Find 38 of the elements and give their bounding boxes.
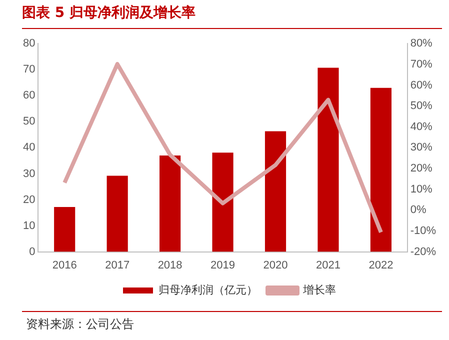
legend-label: 增长率 — [302, 284, 336, 297]
y2-tick-label: -20% — [410, 246, 436, 258]
y2-tick-label: 60% — [410, 79, 433, 92]
y-tick-label: 0 — [29, 246, 36, 258]
y-tick-label: 60 — [22, 90, 36, 102]
y-tick-label: 70 — [22, 64, 36, 76]
bar — [264, 131, 286, 252]
y2-tick-label: 70% — [410, 58, 433, 70]
chart-title: 图表 5 归母净利润及增长率 — [22, 4, 196, 22]
y-tick-label: 30 — [22, 168, 36, 180]
y2-tick-label: 40% — [410, 120, 433, 133]
y2-tick-label: 30% — [410, 142, 433, 154]
bar — [106, 176, 128, 252]
legend-label: 归母净利润（亿元） — [158, 284, 258, 297]
x-tick-label: 2021 — [316, 259, 340, 272]
x-tick-label: 2019 — [210, 259, 236, 272]
x-tick-label: 2018 — [158, 259, 182, 272]
y2-tick-label: 80% — [410, 38, 433, 50]
x-tick-label: 2020 — [263, 259, 288, 272]
bar — [370, 88, 392, 252]
x-tick-label: 2017 — [105, 259, 130, 272]
y2-tick-label: -10% — [410, 225, 436, 238]
y-tick-label: 50 — [22, 116, 36, 128]
y-tick-label: 10 — [22, 220, 36, 232]
y2-tick-label: 50% — [410, 100, 433, 112]
y-tick-label: 20 — [22, 194, 36, 206]
text: 资料来源：公司公告 — [26, 316, 134, 333]
bar — [212, 152, 234, 252]
y2-tick-label: 0% — [410, 204, 426, 216]
y-tick-label: 40 — [22, 142, 36, 154]
y2-tick-label: 10% — [410, 183, 433, 196]
bar — [54, 207, 76, 252]
x-tick-label: 2016 — [52, 259, 77, 272]
bar — [318, 68, 339, 252]
y-tick-label: 80 — [22, 38, 36, 50]
x-tick-label: 2022 — [368, 259, 394, 272]
y2-tick-label: 20% — [410, 162, 433, 175]
bar — [160, 156, 181, 252]
